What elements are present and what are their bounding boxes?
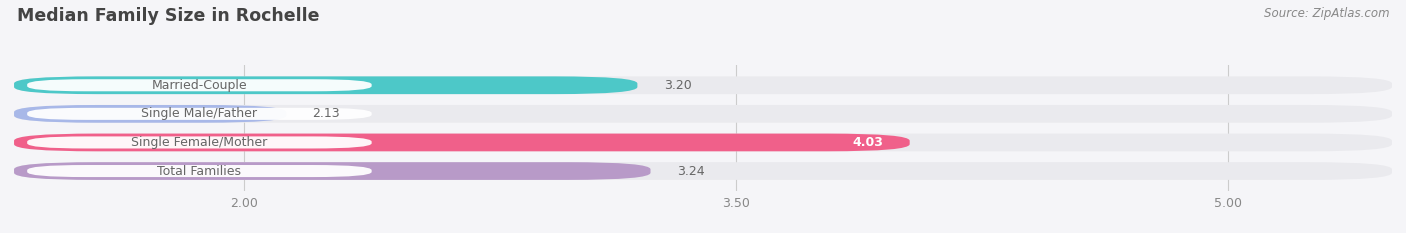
FancyBboxPatch shape <box>14 105 1392 123</box>
FancyBboxPatch shape <box>27 108 371 120</box>
Text: Married-Couple: Married-Couple <box>152 79 247 92</box>
Text: Source: ZipAtlas.com: Source: ZipAtlas.com <box>1264 7 1389 20</box>
FancyBboxPatch shape <box>14 162 651 180</box>
Text: 3.20: 3.20 <box>664 79 692 92</box>
FancyBboxPatch shape <box>14 134 910 151</box>
FancyBboxPatch shape <box>14 76 1392 94</box>
FancyBboxPatch shape <box>14 105 287 123</box>
Text: 3.24: 3.24 <box>676 164 704 178</box>
FancyBboxPatch shape <box>14 134 1392 151</box>
Text: Single Female/Mother: Single Female/Mother <box>131 136 267 149</box>
Text: Total Families: Total Families <box>157 164 242 178</box>
Text: 4.03: 4.03 <box>852 136 883 149</box>
Text: Single Male/Father: Single Male/Father <box>142 107 257 120</box>
FancyBboxPatch shape <box>14 162 1392 180</box>
FancyBboxPatch shape <box>27 136 371 148</box>
FancyBboxPatch shape <box>27 165 371 177</box>
FancyBboxPatch shape <box>27 79 371 91</box>
FancyBboxPatch shape <box>14 76 637 94</box>
Text: 2.13: 2.13 <box>312 107 340 120</box>
Text: Median Family Size in Rochelle: Median Family Size in Rochelle <box>17 7 319 25</box>
